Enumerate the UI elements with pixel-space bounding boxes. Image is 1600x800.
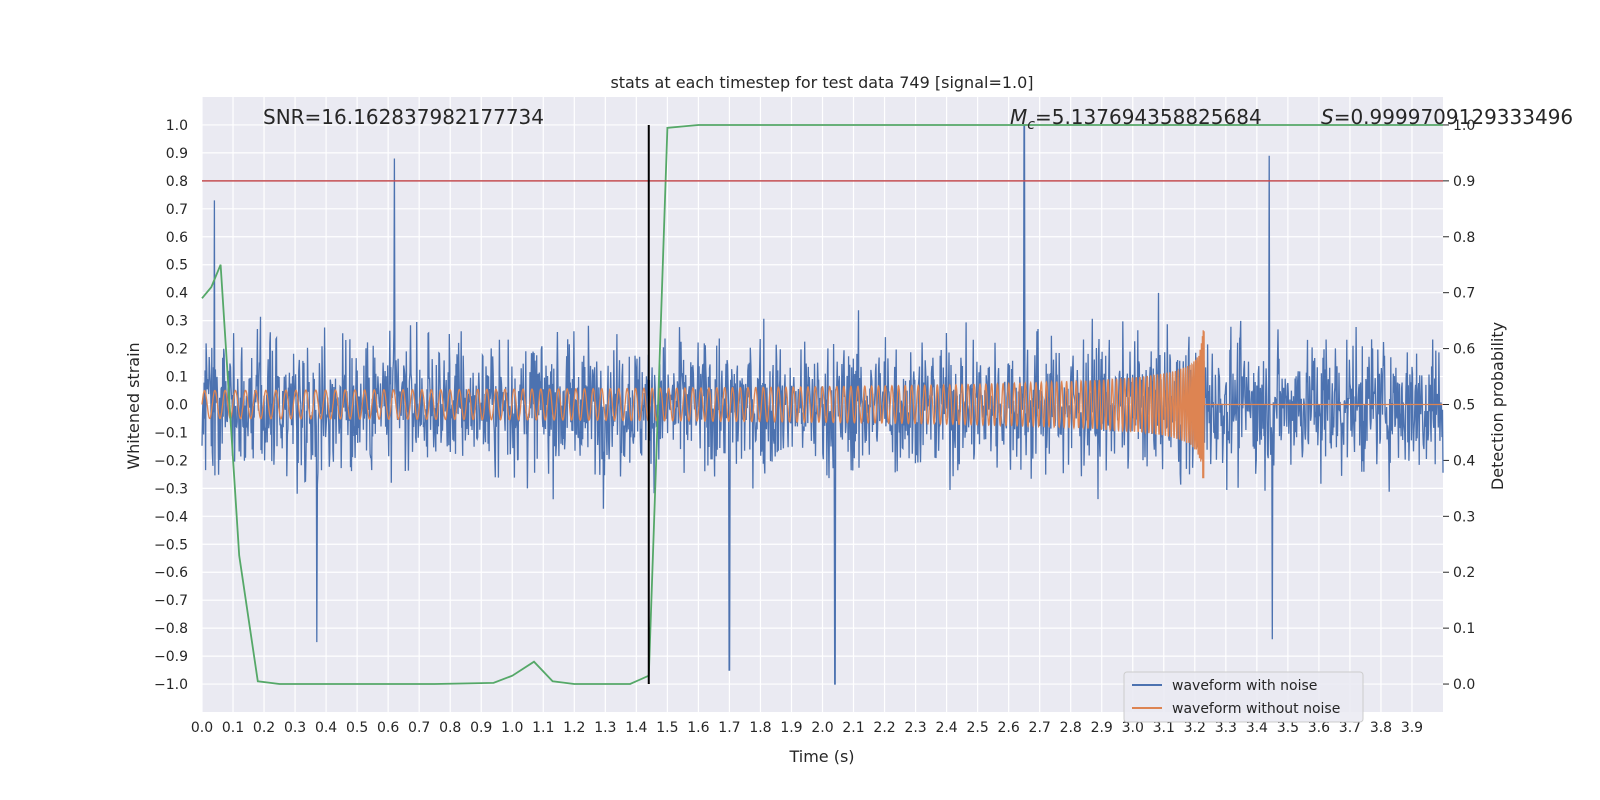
x-tick-label: 0.0 <box>191 720 213 736</box>
x-tick-label: 0.3 <box>284 720 306 736</box>
series-detection-probability <box>201 124 1443 685</box>
x-tick-label: 2.9 <box>1091 720 1113 736</box>
series-waveform-without-noise <box>201 330 1443 479</box>
x-tick-label: 3.5 <box>1277 720 1299 736</box>
legend-label-clean: waveform without noise <box>1172 701 1340 717</box>
y2-tick-label: 0.5 <box>1453 398 1475 414</box>
y-tick-labels: 1.0 0.9 0.8 0.7 0.6 0.5 0.4 0.3 0.2 0.1 0.0 −0.1 −0.… <box>154 118 188 693</box>
s-symbol: S <box>1321 105 1334 129</box>
x-tick-label: 0.5 <box>346 720 368 736</box>
chart-title: stats at each timestep for test data 749… <box>610 73 1033 92</box>
x-tick-label: 1.2 <box>563 720 585 736</box>
x-tick-label: 3.7 <box>1339 720 1361 736</box>
y2-tick-label: 0.1 <box>1453 621 1475 637</box>
x-tick-label: 3.6 <box>1308 720 1330 736</box>
y2-tick-label: 0.3 <box>1453 509 1475 525</box>
series-waveform-with-noise <box>201 124 1444 685</box>
y-tick-label: −0.1 <box>154 425 188 441</box>
x-tick-label: 2.3 <box>904 720 926 736</box>
y2-tick-label: 0.2 <box>1453 565 1475 581</box>
mc-subscript: c <box>1027 117 1035 133</box>
x-tick-label: 1.9 <box>780 720 802 736</box>
y-tick-label: 0.7 <box>166 202 188 218</box>
y-tick-label: 0.0 <box>166 398 188 414</box>
x-tick-label: 2.7 <box>1029 720 1051 736</box>
x-tick-label: 3.9 <box>1401 720 1423 736</box>
x-tick-label: 3.0 <box>1122 720 1144 736</box>
y-tick-label: −0.2 <box>154 453 188 469</box>
x-tick-label: 1.0 <box>501 720 523 736</box>
x-tick-label: 0.7 <box>408 720 430 736</box>
x-tick-label: 0.2 <box>253 720 275 736</box>
snr-annotation: SNR=16.162837982177734 <box>263 105 544 129</box>
y-tick-label: −0.4 <box>154 509 188 525</box>
x-axis-label: Time (s) <box>788 747 854 766</box>
y-tick-label: −0.7 <box>154 593 188 609</box>
mc-symbol: M <box>1010 105 1027 129</box>
x-tick-label: 1.4 <box>625 720 647 736</box>
x-tick-label: 2.0 <box>811 720 833 736</box>
x-tick-label: 0.8 <box>439 720 461 736</box>
y2-tick-label: 0.0 <box>1453 677 1475 693</box>
x-tick-label: 0.6 <box>377 720 399 736</box>
waveform-without-noise-line <box>201 330 1443 479</box>
x-tick-label: 2.5 <box>966 720 988 736</box>
y-axis-label: Whitened strain <box>124 342 143 469</box>
y-tick-label: 0.4 <box>166 286 188 302</box>
y2-tick-label: 0.4 <box>1453 453 1475 469</box>
y-tick-label: 0.6 <box>166 230 188 246</box>
mc-value: =5.137694358825684 <box>1035 105 1262 129</box>
y-tick-label: −0.6 <box>154 565 188 581</box>
x-tick-label: 1.8 <box>749 720 771 736</box>
x-tick-label: 1.1 <box>532 720 554 736</box>
y-tick-label: 0.2 <box>166 342 188 358</box>
y-tick-label: 0.3 <box>166 314 188 330</box>
x-tick-label: 2.6 <box>998 720 1020 736</box>
legend: waveform with noise waveform without noi… <box>1123 671 1364 723</box>
legend-box <box>1123 671 1364 723</box>
x-tick-label: 0.4 <box>315 720 337 736</box>
x-tick-label: 2.2 <box>873 720 895 736</box>
y-tick-label: 0.8 <box>166 174 188 190</box>
x-tick-label: 1.6 <box>687 720 709 736</box>
x-tick-label: 3.4 <box>1246 720 1268 736</box>
waveform-with-noise-line <box>201 124 1444 685</box>
legend-label-noise: waveform with noise <box>1172 678 1317 694</box>
y2-tick-labels: 1.0 0.9 0.8 0.7 0.6 0.5 0.4 0.3 0.2 0.1 0.0 <box>1443 118 1475 693</box>
y-tick-label: 0.1 <box>166 370 188 386</box>
x-tick-label: 2.4 <box>935 720 957 736</box>
y2-tick-label: 0.8 <box>1453 230 1475 246</box>
y2-tick-label: 0.7 <box>1453 286 1475 302</box>
s-annotation: S=0.9999709129333496 <box>1321 105 1573 129</box>
x-tick-label: 3.3 <box>1215 720 1237 736</box>
detection-probability-line <box>201 124 1443 685</box>
y-tick-label: 0.9 <box>166 146 188 162</box>
x-tick-label: 0.1 <box>222 720 244 736</box>
x-tick-label: 3.8 <box>1370 720 1392 736</box>
x-tick-label: 2.1 <box>842 720 864 736</box>
y2-tick-label: 0.6 <box>1453 342 1475 358</box>
y-tick-label: −0.3 <box>154 481 188 497</box>
y-tick-label: −0.9 <box>154 649 188 665</box>
y-tick-label: −0.8 <box>154 621 188 637</box>
x-tick-label: 2.8 <box>1060 720 1082 736</box>
y2-tick-label: 1.0 <box>1453 118 1475 134</box>
x-tick-label: 1.5 <box>656 720 678 736</box>
reference-lines <box>202 124 1443 685</box>
s-value: =0.9999709129333496 <box>1334 105 1573 129</box>
x-tick-labels: 0.0 0.1 0.2 0.3 0.4 0.5 0.6 0.7 0.8 0.9 1.0 1.1 1.2 1… <box>191 720 1423 736</box>
x-tick-label: 1.7 <box>718 720 740 736</box>
x-tick-label: 3.2 <box>1184 720 1206 736</box>
x-tick-label: 3.1 <box>1153 720 1175 736</box>
x-tick-label: 1.3 <box>594 720 616 736</box>
y2-tick-label: 0.9 <box>1453 174 1475 190</box>
x-tick-label: 0.9 <box>470 720 492 736</box>
y-tick-label: −1.0 <box>154 677 188 693</box>
y2-axis-label: Detection probability <box>1488 322 1507 490</box>
y-tick-label: 1.0 <box>166 118 188 134</box>
y-tick-label: −0.5 <box>154 537 188 553</box>
y-tick-label: 0.5 <box>166 258 188 274</box>
mc-annotation: Mc=5.137694358825684 <box>1010 105 1262 133</box>
